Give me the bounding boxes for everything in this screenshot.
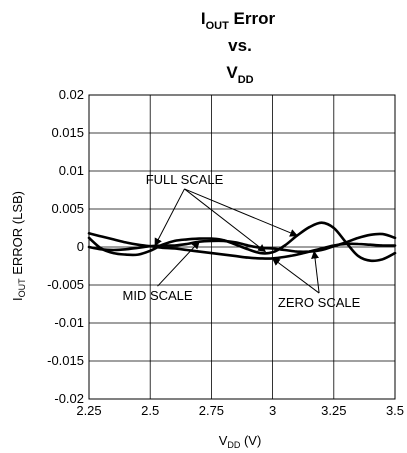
series-group [87,221,397,263]
y-tick-label: 0 [77,239,84,254]
chart-title-v: V [226,63,238,82]
plot-frame [88,94,396,400]
annotation-label-mid-scale: MID SCALE [123,288,193,303]
chart-title-error: Error [229,9,276,28]
series-line-zero-scale [87,232,397,260]
chart-title-i: I [201,9,206,28]
annotation-arrow-full-scale [154,188,185,247]
y-tick-labels: 0.02 0.015 0.01 0.005 0 -0.005 -0.01 -0.015 -0.0… [47,87,84,406]
annotation-label-zero-scale: ZERO SCALE [278,295,361,310]
y-axis-label-i: I [10,297,25,301]
x-tick-label: 3.25 [321,403,346,418]
x-tick-label: 2.25 [76,403,101,418]
annotation-label-full-scale: FULL SCALE [146,172,224,187]
chart-title-line2: vs. [228,36,252,55]
y-tick-label: -0.005 [47,277,84,292]
y-axis-label-out-subscript: OUT [17,278,27,298]
annotation-arrow-full-scale [184,188,299,237]
annotations: FULL SCALE MID SCALE ZERO SCALE [123,172,361,310]
series-line-full-scale [87,221,397,263]
y-tick-label: -0.015 [47,353,84,368]
x-tick-label: 2.5 [141,403,159,418]
x-tick-labels: 2.25 2.5 2.75 3 3.25 3.5 [76,403,404,418]
chart-title-line1: IOUT Error [201,9,276,32]
y-tick-label: 0.01 [59,163,84,178]
y-tick-label: 0.015 [51,125,84,140]
chart-title-dd-subscript: DD [238,74,254,86]
x-tick-label: 3 [269,403,276,418]
y-tick-label: 0.02 [59,87,84,102]
y-axis-label: IOUT ERROR (LSB) [10,191,27,301]
x-axis-label: VDD (V) [219,433,262,450]
y-tick-label: -0.01 [54,315,84,330]
x-axis-label-v: V [219,433,228,448]
x-axis-label-unit: (V) [240,433,261,448]
y-tick-label: -0.02 [54,391,84,406]
y-tick-label: 0.005 [51,201,84,216]
annotation-arrow-full-scale [184,188,267,253]
y-axis-label-rest: ERROR (LSB) [10,191,25,278]
annotation-arrow-zero-scale [271,257,320,294]
series-line-mid-scale [87,232,397,254]
x-axis-label-dd-subscript: DD [227,440,240,450]
x-tick-label: 3.5 [386,403,404,418]
annotation-arrow-zero-scale [311,250,320,294]
x-tick-label: 2.75 [199,403,224,418]
annotation-arrow-mid-scale [157,240,200,287]
chart-title-line3: VDD [226,63,253,86]
chart-title-out-subscript: OUT [206,20,230,32]
